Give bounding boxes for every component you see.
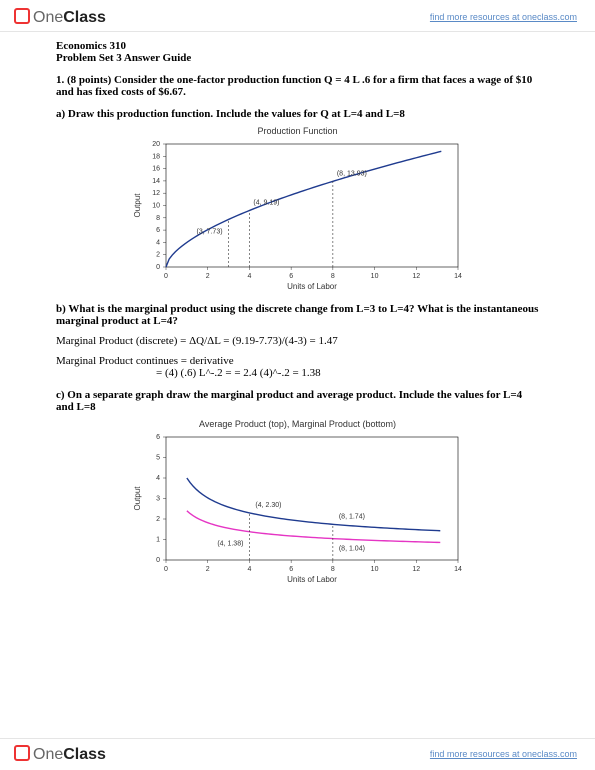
svg-text:Output: Output (133, 486, 142, 511)
ap-mp-chart: 024681012140123456Units of LaborOutput(4… (128, 431, 468, 586)
svg-text:4: 4 (156, 475, 160, 482)
document-content: Economics 310 Problem Set 3 Answer Guide… (0, 32, 595, 586)
page-footer: OneClass find more resources at oneclass… (0, 738, 595, 770)
svg-text:10: 10 (370, 566, 378, 573)
svg-text:8: 8 (330, 273, 334, 280)
svg-text:Units of Labor: Units of Labor (287, 282, 337, 291)
svg-text:(8, 1.74): (8, 1.74) (338, 513, 364, 520)
mp-continuous-b: = (4) (.6) L^-.2 = = 2.4 (4)^-.2 = 1.38 (156, 367, 539, 379)
svg-text:20: 20 (152, 141, 160, 148)
svg-text:14: 14 (152, 178, 160, 185)
mp-discrete-text: Marginal Product (discrete) = ΔQ/ΔL = (9… (56, 335, 539, 347)
svg-text:2: 2 (205, 273, 209, 280)
svg-text:4: 4 (156, 239, 160, 246)
question-1a: a) Draw this production function. Includ… (56, 108, 539, 120)
svg-text:6: 6 (156, 434, 160, 441)
question-1b: b) What is the marginal product using th… (56, 303, 539, 327)
svg-text:12: 12 (152, 190, 160, 197)
chart-2-wrap: Average Product (top), Marginal Product … (56, 419, 539, 586)
svg-text:(4, 1.38): (4, 1.38) (217, 541, 243, 548)
svg-text:0: 0 (164, 273, 168, 280)
question-1: 1. (8 points) Consider the one-factor pr… (56, 74, 539, 98)
svg-text:0: 0 (156, 264, 160, 271)
header-resources-link[interactable]: find more resources at oneclass.com (430, 12, 577, 22)
svg-text:2: 2 (156, 516, 160, 523)
mp-continuous-a: Marginal Product continues = derivative (56, 355, 539, 367)
svg-text:1: 1 (156, 537, 160, 544)
svg-text:4: 4 (247, 566, 251, 573)
course-heading: Economics 310 (56, 40, 539, 52)
svg-text:12: 12 (412, 566, 420, 573)
svg-text:3: 3 (156, 496, 160, 503)
logo: OneClass (14, 6, 106, 27)
svg-text:8: 8 (330, 566, 334, 573)
footer-logo-class: Class (63, 746, 106, 764)
svg-text:10: 10 (152, 203, 160, 210)
svg-text:16: 16 (152, 166, 160, 173)
svg-text:6: 6 (156, 227, 160, 234)
logo-text-class: Class (63, 9, 106, 27)
footer-logo: OneClass (14, 743, 106, 764)
chart-1-wrap: Production Function 0 2 4 6 8 10 12 14 0 2 4 6 8 10 12… (56, 126, 539, 293)
svg-text:(3, 7.73): (3, 7.73) (196, 228, 222, 235)
svg-text:6: 6 (289, 273, 293, 280)
page-header: OneClass find more resources at oneclass… (0, 0, 595, 32)
logo-text-one: One (33, 9, 63, 27)
svg-text:14: 14 (454, 566, 462, 573)
footer-logo-one: One (33, 746, 63, 764)
svg-text:Output: Output (133, 193, 142, 218)
doc-subtitle: Problem Set 3 Answer Guide (56, 52, 539, 64)
production-function-chart: 0 2 4 6 8 10 12 14 0 2 4 6 8 10 12 14 16 18 20 Units of Lab… (128, 138, 468, 293)
question-1c: c) On a separate graph draw the marginal… (56, 389, 539, 413)
svg-text:8: 8 (156, 215, 160, 222)
svg-text:5: 5 (156, 455, 160, 462)
svg-text:4: 4 (247, 273, 251, 280)
svg-text:(4, 2.30): (4, 2.30) (255, 502, 281, 509)
svg-text:12: 12 (412, 273, 420, 280)
svg-text:10: 10 (370, 273, 378, 280)
logo-icon (14, 8, 30, 24)
svg-text:18: 18 (152, 153, 160, 160)
svg-text:Units of Labor: Units of Labor (287, 575, 337, 584)
svg-text:(4, 9.19): (4, 9.19) (253, 199, 279, 206)
chart-2-title: Average Product (top), Marginal Product … (56, 419, 539, 429)
svg-text:0: 0 (156, 557, 160, 564)
svg-text:6: 6 (289, 566, 293, 573)
svg-text:2: 2 (156, 252, 160, 259)
svg-text:0: 0 (164, 566, 168, 573)
footer-resources-link[interactable]: find more resources at oneclass.com (430, 749, 577, 759)
svg-text:14: 14 (454, 273, 462, 280)
svg-text:(8, 13.93): (8, 13.93) (336, 170, 366, 177)
svg-text:(8, 1.04): (8, 1.04) (338, 546, 364, 553)
chart-1-title: Production Function (56, 126, 539, 136)
footer-logo-icon (14, 745, 30, 761)
svg-text:2: 2 (205, 566, 209, 573)
